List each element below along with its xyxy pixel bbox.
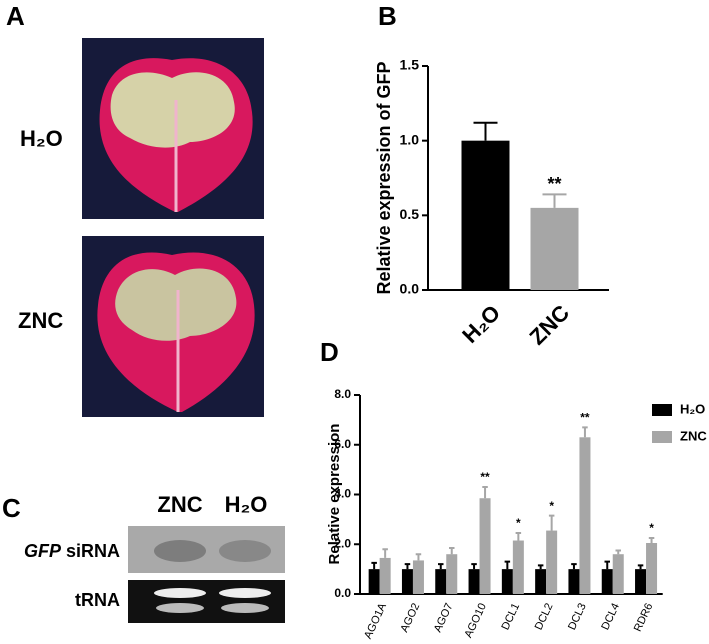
- significance: *: [549, 499, 554, 513]
- error-bar: [371, 561, 377, 570]
- bar: [501, 569, 513, 594]
- bar: [646, 543, 658, 594]
- x-tick-label: AGO7: [432, 601, 456, 634]
- error-bar: [537, 564, 544, 570]
- panel-label: C: [2, 493, 21, 523]
- bar: [479, 498, 491, 594]
- error-bar: [482, 486, 488, 499]
- significance: **: [580, 411, 590, 425]
- bar: [379, 557, 391, 594]
- significance: *: [516, 516, 521, 530]
- bar: [635, 569, 647, 594]
- legend-swatch: [652, 404, 672, 416]
- x-tick-label: AGO1A: [362, 601, 389, 641]
- bar: [435, 569, 447, 594]
- significance: *: [649, 521, 654, 535]
- gel-band: [219, 588, 271, 598]
- treatment-label: H₂O: [20, 126, 63, 151]
- gel-band: [219, 540, 271, 562]
- y-tick-label: 2.0: [334, 536, 351, 550]
- x-tick-label: DCL4: [599, 601, 622, 632]
- error-bar: [582, 426, 588, 438]
- y-axis-title: Relative expression: [326, 424, 343, 565]
- leaf-spot: [115, 268, 237, 341]
- x-tick-label: RDR6: [632, 601, 656, 633]
- lane-label: H₂O: [225, 492, 268, 517]
- bar: [512, 540, 524, 594]
- panel-label: B: [378, 1, 397, 31]
- bar: [612, 554, 624, 594]
- bar: [368, 569, 380, 594]
- bar: [461, 140, 510, 290]
- y-tick-label: 0.0: [334, 586, 351, 600]
- bar: [468, 569, 480, 594]
- error-bar: [637, 564, 644, 570]
- x-tick-label: H₂O: [457, 300, 505, 348]
- y-tick-label: 8.0: [334, 387, 351, 401]
- x-tick-label: AGO2: [399, 601, 423, 634]
- bar: [579, 437, 591, 594]
- bar: [412, 560, 424, 594]
- error-bar: [515, 532, 522, 541]
- row-label-italic: GFP: [24, 541, 62, 561]
- gel-band: [156, 603, 204, 613]
- treatment-label: ZNC: [18, 308, 63, 333]
- y-tick-label: 0.0: [400, 281, 420, 297]
- row-label: tRNA: [75, 590, 120, 610]
- gel-band: [154, 588, 206, 598]
- panel-label: A: [6, 1, 25, 31]
- error-bar: [415, 553, 422, 561]
- x-tick-label: ZNC: [524, 300, 574, 350]
- y-tick-label: 0.5: [400, 206, 420, 222]
- bar: [546, 530, 558, 594]
- lane-label: ZNC: [157, 492, 202, 517]
- error-bar: [604, 560, 610, 570]
- leaf-spot: [110, 72, 235, 148]
- error-bar: [615, 549, 621, 555]
- row-label-text: siRNA: [66, 541, 120, 561]
- error-bar: [449, 546, 455, 555]
- x-tick-label: DCL1: [499, 601, 522, 632]
- error-bar: [404, 563, 411, 570]
- error-bar: [473, 121, 498, 141]
- bar: [401, 569, 413, 594]
- significance: **: [480, 470, 490, 484]
- gel-blot: [128, 580, 285, 623]
- error-bar: [571, 563, 577, 570]
- bar: [601, 569, 613, 594]
- legend-swatch: [652, 431, 672, 443]
- error-bar: [542, 193, 567, 208]
- y-tick-label: 6.0: [334, 437, 351, 451]
- x-tick-label: AGO10: [463, 601, 489, 639]
- y-tick-label: 1.5: [400, 57, 420, 73]
- bar: [568, 569, 580, 594]
- error-bar: [471, 563, 477, 570]
- significance: **: [547, 174, 561, 194]
- bar: [446, 554, 458, 594]
- legend-label: H₂O: [680, 401, 705, 416]
- x-tick-label: DCL3: [566, 601, 589, 632]
- gel-band: [154, 540, 206, 562]
- error-bar: [648, 537, 655, 544]
- error-bar: [548, 514, 555, 531]
- gel-band: [221, 603, 269, 613]
- bar: [530, 207, 579, 290]
- x-tick-label: DCL2: [533, 601, 556, 632]
- y-tick-label: 4.0: [334, 487, 351, 501]
- error-bar: [382, 548, 388, 558]
- panel-label: D: [320, 337, 339, 367]
- error-bar: [504, 560, 511, 570]
- bar: [535, 569, 547, 594]
- row-label: GFP siRNA: [24, 541, 120, 561]
- y-axis-title: Relative expression of GFP: [374, 61, 394, 294]
- legend-label: ZNC: [680, 428, 707, 443]
- y-tick-label: 1.0: [400, 131, 420, 147]
- error-bar: [438, 563, 444, 570]
